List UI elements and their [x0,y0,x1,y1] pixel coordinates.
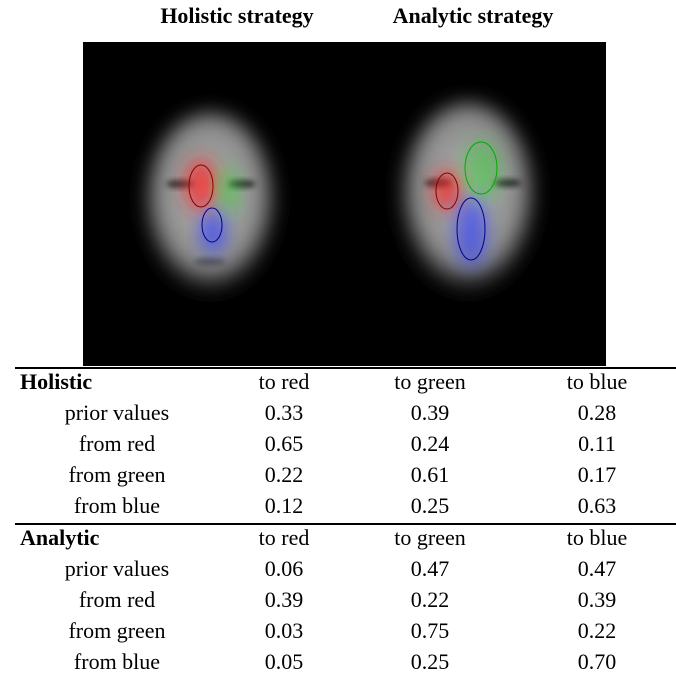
row-label: from red [79,431,155,456]
cell: 0.63 [578,493,617,518]
column-header: to green [394,525,465,550]
cell: 0.75 [411,618,450,643]
table: Holistic to red to green to blue prior value… [15,367,676,674]
column-header: to red [259,525,310,550]
column-header: to blue [567,525,628,550]
cell: 0.22 [578,618,617,643]
cell: 0.22 [265,462,304,487]
column-header: to red [259,369,310,394]
title: Analytic strategy [393,3,554,28]
row-label: from red [79,587,155,612]
column-header: to blue [567,369,628,394]
row-label: prior values [65,556,169,581]
cell: 0.03 [265,618,304,643]
section-title: Analytic [20,525,100,550]
cell: 0.25 [411,493,450,518]
row-label: from blue [74,493,160,518]
cell: 0.39 [265,587,304,612]
cell: 0.06 [265,556,304,581]
cell: 0.47 [578,556,617,581]
cell: 0.70 [578,649,617,674]
cell: 0.24 [411,431,450,456]
section-title: Holistic [20,369,92,394]
row-label: prior values [65,400,169,425]
cell: 0.39 [411,400,450,425]
cell: 0.22 [411,587,450,612]
cell: 0.61 [411,462,450,487]
cell: 0.11 [578,431,616,456]
face-image [83,42,606,366]
row-label: from green [68,618,165,643]
cell: 0.17 [578,462,617,487]
cell: 0.05 [265,649,304,674]
cell: 0.47 [411,556,450,581]
column-header: to green [394,369,465,394]
cell: 0.12 [265,493,304,518]
cell: 0.25 [411,649,450,674]
title: Holistic strategy [160,3,313,28]
cell: 0.39 [578,587,617,612]
cell: 0.65 [265,431,304,456]
row-label: from green [68,462,165,487]
row-label: from blue [74,649,160,674]
cell: 0.33 [265,400,304,425]
cell: 0.28 [578,400,617,425]
